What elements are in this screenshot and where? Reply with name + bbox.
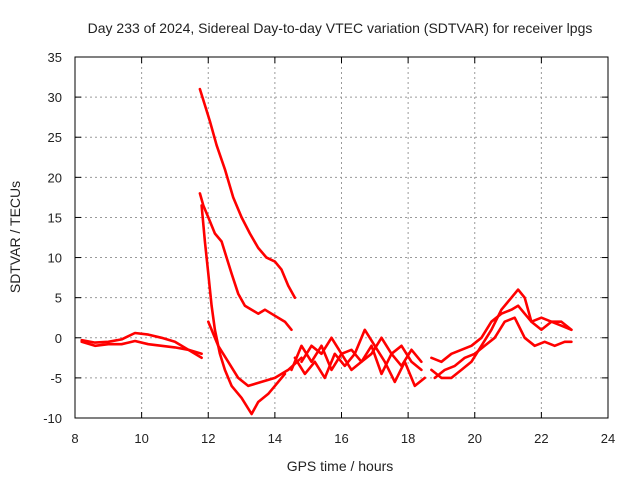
y-tick-label: 25 — [48, 130, 62, 145]
data-series-track-i — [300, 336, 423, 372]
data-series-track-l — [433, 316, 573, 380]
data-series-track-g — [290, 344, 423, 376]
grid — [75, 57, 608, 418]
data-series-track-h — [293, 328, 427, 388]
data-series-track-j — [430, 288, 573, 380]
y-tick-label: 30 — [48, 90, 62, 105]
data-series-track-f — [80, 339, 203, 356]
data-series-track-b — [198, 192, 293, 332]
x-tick-label: 16 — [334, 431, 348, 446]
y-tick-label: -10 — [43, 411, 62, 426]
y-tick-label: 35 — [48, 50, 62, 65]
data-series-track-k — [430, 304, 573, 364]
series-layer — [80, 87, 573, 416]
x-tick-label: 24 — [601, 431, 615, 446]
y-tick-label: 0 — [55, 331, 62, 346]
x-tick-label: 12 — [201, 431, 215, 446]
x-tick-label: 18 — [401, 431, 415, 446]
x-tick-label: 8 — [71, 431, 78, 446]
y-tick-label: 5 — [55, 291, 62, 306]
chart-title: Day 233 of 2024, Sidereal Day-to-day VTE… — [88, 20, 593, 36]
data-series-track-a — [198, 87, 297, 300]
x-tick-label: 10 — [134, 431, 148, 446]
x-axis-label: GPS time / hours — [287, 458, 394, 474]
y-tick-label: 15 — [48, 210, 62, 225]
tick-labels: 8 10 12 14 16 18 20 22 24 -10 -5 0 5 10 15 20 25 30 35 — [43, 50, 615, 446]
x-tick-label: 20 — [468, 431, 482, 446]
y-tick-label: -5 — [50, 371, 62, 386]
y-axis-label: SDTVAR / TECUs — [7, 181, 23, 293]
y-tick-label: 20 — [48, 170, 62, 185]
x-tick-label: 22 — [534, 431, 548, 446]
x-tick-label: 14 — [268, 431, 282, 446]
y-tick-label: 10 — [48, 251, 62, 266]
data-series-track-d — [207, 320, 303, 388]
data-series-track-e — [80, 331, 203, 360]
ticks — [74, 56, 609, 419]
data-series-track-c — [200, 204, 287, 416]
